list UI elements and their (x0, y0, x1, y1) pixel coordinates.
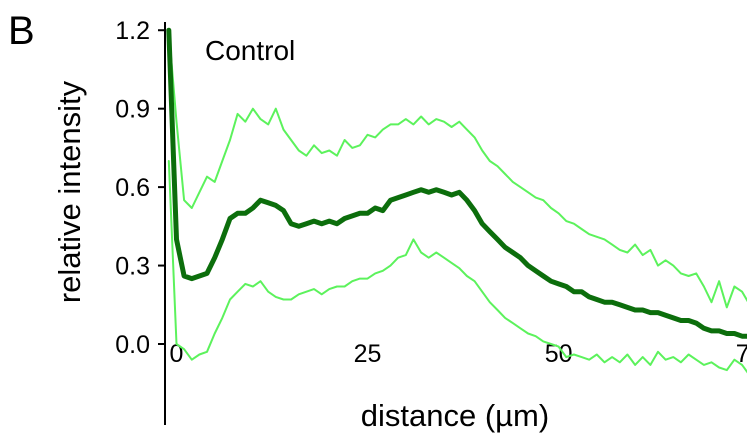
condition-annotation: Control (205, 35, 295, 66)
y-tick-label: 0.6 (115, 174, 150, 202)
x-tick-label: 25 (354, 340, 382, 368)
x-tick-label: 50 (545, 340, 573, 368)
x-axis-ticks: 0255075 (170, 340, 747, 368)
upper-bound-line (167, 29, 747, 309)
y-tick-label: 0.3 (115, 253, 150, 281)
y-tick-label: 0.0 (115, 331, 150, 359)
y-axis-ticks: 0.0 0.3 0.6 0.9 1.2 (115, 17, 165, 359)
x-tick-label: 75 (736, 340, 747, 368)
lower-bound-line (167, 160, 747, 374)
y-tick-label: 1.2 (115, 17, 150, 45)
mean-intensity-line (166, 27, 747, 339)
y-tick-label: 0.9 (115, 96, 150, 124)
x-axis-label: distance (µm) (361, 398, 549, 433)
data-series (166, 27, 747, 374)
y-axis-label: relative intensity (52, 80, 87, 303)
panel-label: B (8, 9, 35, 53)
